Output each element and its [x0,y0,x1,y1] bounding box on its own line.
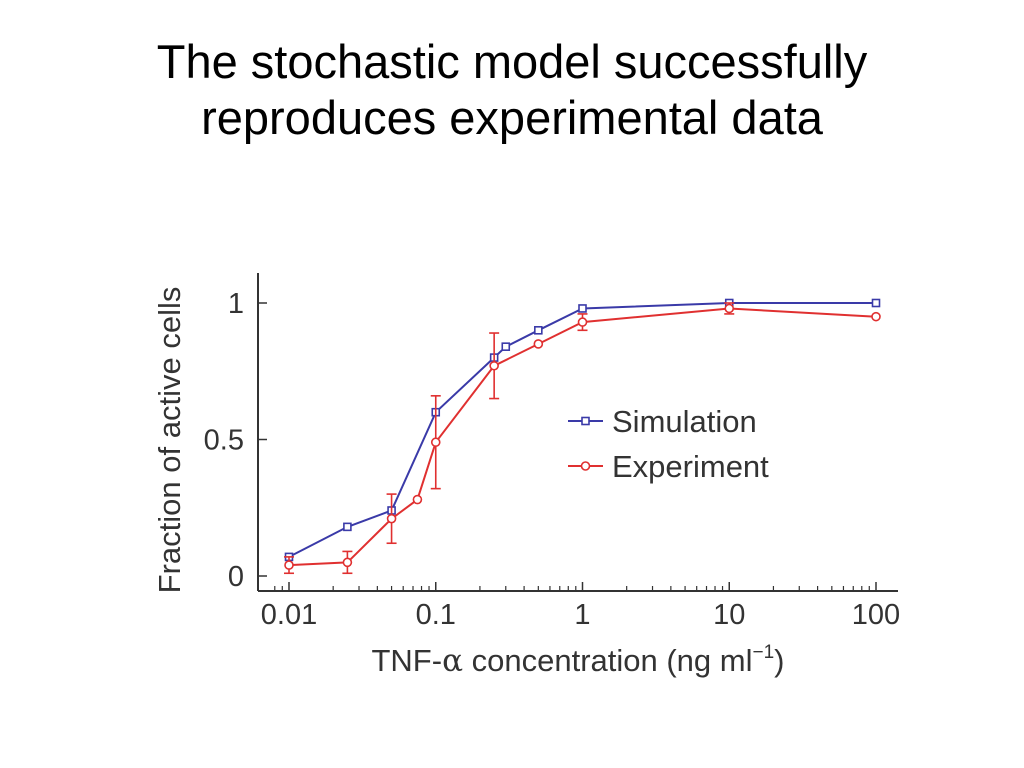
x-axis-label-alpha: α [442,643,463,679]
data-point [386,513,397,524]
legend-marker [581,416,590,426]
chart-series [284,298,881,575]
data-point [489,360,499,371]
data-point [430,437,441,448]
data-point [501,342,511,351]
x-tick-label: 10 [713,599,745,631]
y-tick-label: 0.5 [204,425,244,457]
data-point [871,298,881,308]
y-tick-label: 1 [228,288,244,320]
y-axis-label: Fraction of active cells [152,287,187,594]
series-simulation [284,298,881,562]
data-point [342,557,353,568]
data-point [533,339,544,349]
data-point [724,303,735,314]
x-axis-label-suffix: ) [774,643,784,678]
legend-marker [580,461,591,471]
x-axis-label-mid: concentration (ng ml [463,643,752,678]
x-axis-label-prefix: TNF- [371,643,442,678]
series-line [288,302,876,558]
data-point [412,494,423,505]
x-axis-label: TNF-α concentration (ng ml−1) [371,642,784,679]
x-axis-label-sup: −1 [753,642,775,663]
series-experiment [284,302,881,575]
data-point [284,560,294,570]
data-point [577,317,588,327]
x-tick-label: 0.1 [416,599,456,631]
slide-title-line-2: reproduces experimental data [201,91,823,144]
legend-label: Experiment [612,449,769,484]
chart-legend: Simulation Experiment [568,404,769,484]
x-tick-label: 1 [574,599,590,631]
chart-axes: 0.01 0.1 1 10 100 0 0.5 1 [204,273,900,631]
slide-title: The stochastic model successfully reprod… [0,34,1024,146]
series-line [288,307,877,567]
legend-label: Simulation [612,404,757,439]
data-point [871,311,881,322]
slide-title-line-1: The stochastic model successfully [156,35,868,88]
data-point [578,304,587,313]
y-tick-label: 0 [228,561,244,593]
x-tick-label: 100 [852,599,900,631]
x-tick-label: 0.01 [261,599,317,631]
data-point [343,522,352,532]
data-point [534,325,543,335]
